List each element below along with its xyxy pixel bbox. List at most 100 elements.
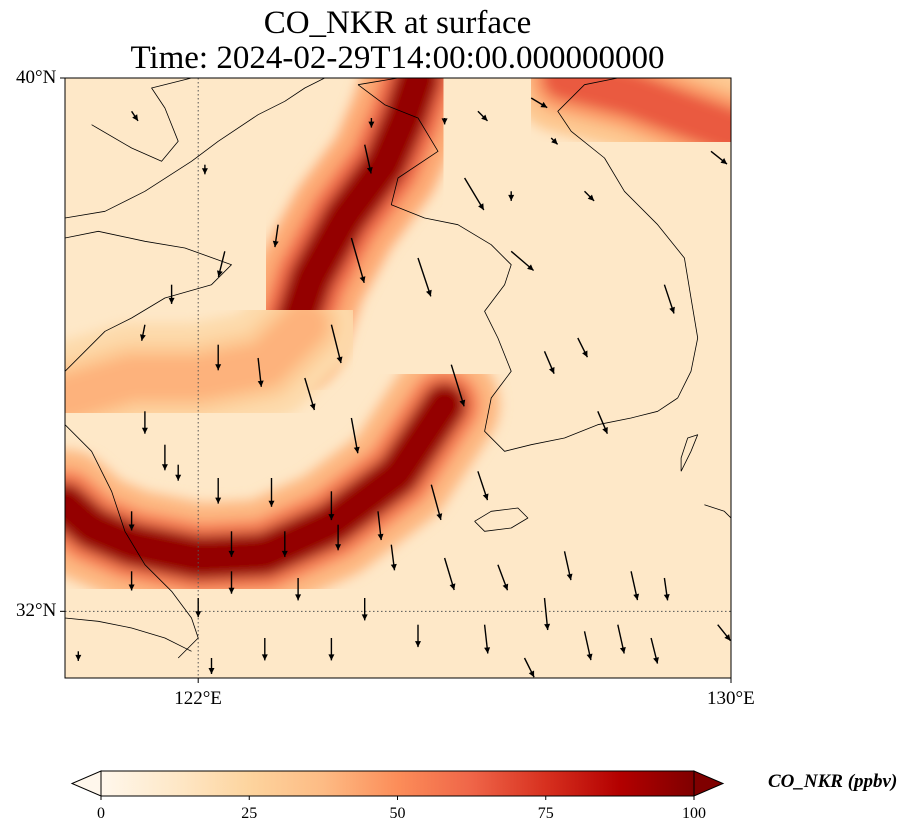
- wind-arrow-head: [544, 623, 551, 630]
- wind-arrow: [417, 257, 432, 297]
- colorbar-tick-label: 100: [682, 805, 706, 822]
- wind-arrow: [523, 657, 535, 678]
- wind-arrow-head: [335, 544, 342, 551]
- wind-arrow-head: [720, 158, 727, 165]
- wind-arrow-head: [436, 513, 443, 520]
- wind-arrow-head: [328, 654, 335, 661]
- wind-arrow: [335, 524, 342, 551]
- wind-arrow-head: [484, 647, 491, 654]
- colorbar-extend-min: [70, 770, 102, 797]
- wind-arrow-shaft: [430, 484, 442, 521]
- wind-arrow: [328, 638, 335, 661]
- wind-arrow-head: [361, 614, 368, 621]
- wind-arrow-head: [132, 114, 138, 121]
- wind-arrow-head: [128, 584, 135, 591]
- wind-arrow: [663, 284, 675, 314]
- wind-arrow: [563, 551, 573, 581]
- wind-arrow: [497, 564, 509, 591]
- wind-arrow: [450, 364, 466, 407]
- jeju-island: [474, 507, 529, 532]
- border-china-north-korea: [357, 78, 399, 86]
- wind-arrow: [281, 531, 288, 557]
- wind-arrow-head: [215, 497, 222, 504]
- wind-arrow-head: [551, 138, 558, 145]
- wind-arrow: [261, 638, 268, 661]
- wind-arrow: [257, 357, 264, 387]
- wind-arrow-head: [441, 118, 448, 125]
- wind-arrow-head: [195, 611, 202, 618]
- wind-arrow: [710, 150, 728, 165]
- wind-arrow-head: [208, 668, 215, 674]
- wind-arrow-head: [257, 380, 264, 387]
- liaodong-peninsula: [91, 78, 192, 162]
- kyushu-coast: [704, 504, 731, 519]
- wind-arrow: [350, 237, 366, 283]
- korea-east-coast: [557, 78, 699, 399]
- x-tick-label: 122°E: [174, 688, 222, 709]
- wind-arrow-head: [336, 356, 343, 364]
- wind-arrow: [390, 544, 397, 571]
- wind-arrow-head: [724, 634, 731, 641]
- wind-arrow-head: [663, 594, 670, 601]
- wind-arrow-head: [309, 403, 316, 410]
- colorbar-gradient: [100, 770, 695, 797]
- colorbar-tick-label: 50: [389, 805, 406, 822]
- wind-arrow-head: [586, 653, 593, 661]
- wind-arrow: [550, 137, 559, 145]
- chart-title-line1: CO_NKR at surface: [263, 5, 532, 41]
- wind-arrow-shaft: [450, 364, 465, 407]
- wind-arrow-head: [368, 121, 375, 128]
- wind-arrow: [584, 190, 595, 202]
- wind-arrow-head: [415, 641, 421, 648]
- wind-arrow: [483, 624, 491, 654]
- wind-arrow-head: [261, 654, 268, 661]
- wind-arrow: [295, 578, 302, 601]
- wind-arrow-head: [426, 289, 432, 297]
- wind-arrow-head: [359, 276, 366, 283]
- wind-arrow: [508, 191, 515, 201]
- wind-arrow: [304, 377, 316, 411]
- wind-arrow: [208, 658, 215, 674]
- wind-arrow-head: [653, 657, 659, 664]
- wind-arrow: [350, 417, 360, 454]
- wind-arrow-shaft: [417, 257, 432, 297]
- wind-arrow: [463, 177, 485, 211]
- colorbar-extend-max: [693, 770, 725, 797]
- wind-arrow: [330, 324, 343, 364]
- axis-ticks: [60, 77, 732, 683]
- wind-arrow: [430, 484, 443, 521]
- wind-arrow: [217, 251, 226, 278]
- wind-arrow: [128, 511, 135, 531]
- wind-arrow: [377, 511, 384, 541]
- plume-northeast-corner: [509, 78, 731, 187]
- wind-arrow-head: [669, 306, 675, 314]
- wind-arrow-head: [481, 114, 488, 121]
- wind-arrow: [543, 597, 551, 631]
- wind-arrow-head: [228, 550, 235, 557]
- wind-arrow-head: [328, 514, 335, 521]
- concentration-field: [65, 78, 731, 613]
- north-china-coast: [65, 78, 325, 219]
- wind-arrow-head: [566, 573, 573, 581]
- wind-arrow-shaft: [330, 324, 342, 364]
- wind-arrow-head: [482, 493, 489, 501]
- wind-arrow-head: [161, 464, 168, 471]
- wind-arrow: [131, 110, 139, 122]
- wind-arrow: [663, 577, 670, 601]
- wind-arrow-head: [140, 334, 146, 341]
- wind-arrow-head: [587, 194, 595, 201]
- wind-arrow: [658, 685, 677, 714]
- wind-arrow: [228, 571, 235, 594]
- graticule: [65, 78, 731, 678]
- coastlines: [65, 78, 731, 659]
- map-frame: [64, 77, 732, 679]
- wind-arrow: [441, 118, 448, 125]
- wind-arrow: [328, 491, 335, 521]
- wind-arrow-head: [540, 101, 548, 108]
- wind-arrow-shaft: [658, 685, 677, 714]
- tsushima-island: [680, 434, 699, 472]
- wind-arrow: [630, 571, 640, 601]
- wind-arrow-head: [528, 670, 535, 678]
- wind-arrow-head: [281, 550, 288, 557]
